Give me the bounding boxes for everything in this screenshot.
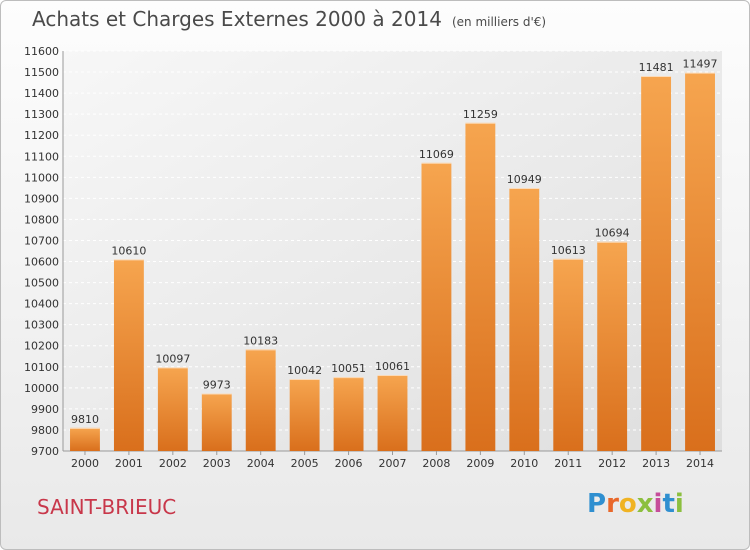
- bar: [113, 259, 144, 451]
- y-tick-label: 10900: [24, 192, 59, 205]
- bar: [597, 241, 628, 451]
- y-tick-label: 9800: [31, 424, 59, 437]
- chart-subtitle: (en milliers d'€): [451, 15, 547, 29]
- chart-title-block: Achats et Charges Externes 2000 à 2014 (e…: [32, 7, 546, 31]
- x-tick-label: 2010: [510, 457, 538, 470]
- logo-letter: r: [606, 489, 619, 519]
- y-tick-label: 11200: [24, 129, 59, 142]
- bar-value-label: 11069: [419, 148, 454, 161]
- proxiti-logo: Proxiti: [587, 489, 684, 519]
- bar: [70, 427, 100, 451]
- logo-letter: t: [662, 489, 675, 519]
- bar-value-label: 10051: [331, 362, 366, 375]
- bar-value-label: 11259: [463, 108, 498, 121]
- bar-value-label: 11481: [639, 61, 674, 74]
- bar: [245, 349, 276, 451]
- x-tick-label: 2003: [203, 457, 231, 470]
- logo-letter: x: [636, 489, 654, 519]
- logo-letter: i: [653, 489, 663, 519]
- y-tick-label: 10000: [24, 382, 59, 395]
- bar: [421, 162, 452, 451]
- bar-value-label: 10183: [243, 334, 278, 347]
- chart-title: Achats et Charges Externes 2000 à 2014: [32, 7, 442, 31]
- x-tick-label: 2011: [554, 457, 582, 470]
- y-tick-label: 10100: [24, 361, 59, 374]
- bar: [641, 76, 672, 451]
- y-tick-label: 11400: [24, 87, 59, 100]
- bar: [685, 72, 715, 452]
- y-tick-label: 10300: [24, 319, 59, 332]
- x-tick-label: 2008: [422, 457, 450, 470]
- bar: [157, 367, 188, 451]
- x-tick-label: 2013: [642, 457, 670, 470]
- bar: [377, 375, 408, 451]
- bar-value-label: 10613: [551, 244, 586, 257]
- bar-value-label: 10610: [111, 244, 146, 257]
- x-tick-label: 2001: [115, 457, 143, 470]
- bar: [333, 377, 364, 451]
- y-tick-label: 10800: [24, 213, 59, 226]
- bar-value-label: 10042: [287, 364, 322, 377]
- logo-letter: P: [587, 489, 607, 519]
- y-tick-label: 11100: [24, 150, 59, 163]
- y-tick-label: 9900: [31, 403, 59, 416]
- bar-value-label: 10694: [595, 227, 630, 240]
- bar: [465, 122, 496, 451]
- bar: [201, 393, 232, 451]
- bar-value-label: 11497: [683, 58, 718, 71]
- x-tick-label: 2002: [159, 457, 187, 470]
- bar-value-label: 9973: [203, 379, 231, 392]
- bar-value-label: 10949: [507, 173, 542, 186]
- y-tick-label: 10200: [24, 340, 59, 353]
- y-tick-label: 11300: [24, 108, 59, 121]
- bar-value-label: 10061: [375, 360, 410, 373]
- bar-value-label: 9810: [71, 413, 99, 426]
- x-tick-label: 2009: [466, 457, 494, 470]
- y-tick-label: 10600: [24, 256, 59, 269]
- x-tick-label: 2004: [247, 457, 275, 470]
- y-tick-label: 10400: [24, 298, 59, 311]
- x-tick-label: 2005: [291, 457, 319, 470]
- bar: [509, 188, 540, 452]
- x-tick-label: 2000: [71, 457, 99, 470]
- y-tick-label: 10500: [24, 277, 59, 290]
- x-tick-label: 2012: [598, 457, 626, 470]
- location-label: SAINT-BRIEUC: [37, 495, 177, 519]
- logo-letter: o: [618, 489, 637, 519]
- x-tick-label: 2007: [379, 457, 407, 470]
- y-tick-label: 11500: [24, 66, 59, 79]
- x-tick-label: 2006: [335, 457, 363, 470]
- bar-value-label: 10097: [155, 352, 190, 365]
- x-tick-label: 2014: [686, 457, 714, 470]
- y-tick-label: 11600: [24, 45, 59, 58]
- bar: [553, 258, 584, 451]
- y-tick-label: 10700: [24, 234, 59, 247]
- logo-letter: i: [674, 489, 684, 519]
- y-tick-label: 9700: [31, 445, 59, 458]
- bar: [289, 379, 320, 451]
- y-tick-label: 11000: [24, 171, 59, 184]
